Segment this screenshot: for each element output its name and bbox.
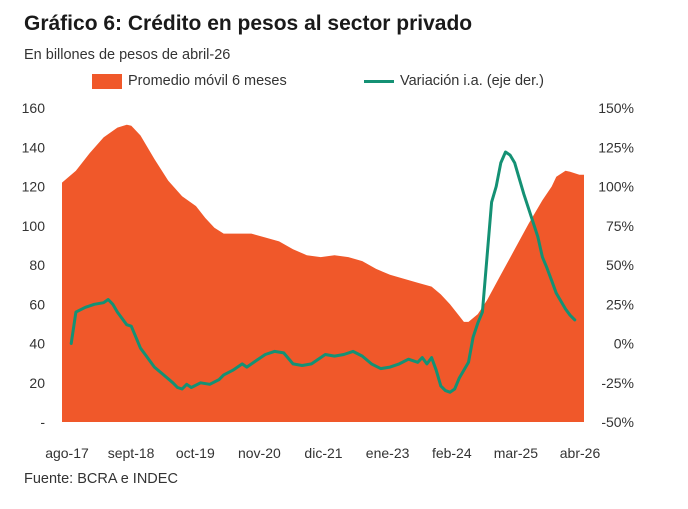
y-axis-right: -50% -25% 0% 25% 50% 75% 100% 125% 150% — [598, 100, 634, 430]
legend-item-area: Promedio móvil 6 meses — [92, 73, 287, 89]
y-right-tick-label: 125% — [598, 139, 634, 155]
legend-swatch-area — [92, 73, 122, 89]
y-right-tick-label: 0% — [614, 336, 634, 352]
y-left-tick-label: 80 — [29, 257, 45, 273]
y-axis-left: - 20 40 60 80 100 120 140 160 — [22, 100, 46, 430]
line-series-yoy — [69, 150, 577, 394]
y-left-tick-label: 20 — [29, 375, 45, 391]
y-right-tick-label: -50% — [601, 414, 634, 430]
x-tick-label: feb-24 — [432, 445, 472, 461]
y-right-tick-label: 100% — [598, 179, 634, 195]
y-right-tick-label: -25% — [601, 375, 634, 391]
x-axis: ago-17 sept-18 oct-19 nov-20 dic-21 ene-23 feb… — [45, 445, 600, 461]
y-right-tick-label: 75% — [606, 218, 634, 234]
y-left-tick-label: 140 — [22, 139, 46, 155]
y-right-tick-label: 25% — [606, 296, 634, 312]
y-left-tick-label: 120 — [22, 179, 46, 195]
chart-title: Gráfico 6: Crédito en pesos al sector pr… — [24, 12, 473, 35]
y-left-tick-label: 60 — [29, 296, 45, 312]
x-tick-label: abr-26 — [560, 445, 601, 461]
y-right-tick-label: 150% — [598, 100, 634, 116]
legend-label-line: Variación i.a. (eje der.) — [400, 73, 544, 89]
y-right-tick-label: 50% — [606, 257, 634, 273]
x-tick-label: nov-20 — [238, 445, 281, 461]
x-tick-label: oct-19 — [176, 445, 215, 461]
chart-subtitle: En billones de pesos de abril-26 — [24, 47, 231, 63]
legend-label-area: Promedio móvil 6 meses — [128, 73, 287, 89]
x-tick-label: mar-25 — [494, 445, 539, 461]
x-tick-label: ene-23 — [366, 445, 410, 461]
y-left-tick-label: 40 — [29, 336, 45, 352]
x-tick-label: ago-17 — [45, 445, 89, 461]
chart-source: Fuente: BCRA e INDEC — [24, 471, 178, 487]
legend-swatch-line — [364, 79, 394, 83]
legend-item-line: Variación i.a. (eje der.) — [364, 73, 544, 89]
y-left-tick-label: 100 — [22, 218, 46, 234]
x-tick-label: sept-18 — [108, 445, 155, 461]
y-left-tick-label: - — [40, 414, 45, 430]
x-tick-label: dic-21 — [304, 445, 342, 461]
y-left-tick-label: 160 — [22, 100, 46, 116]
area-series-credit — [62, 124, 584, 422]
